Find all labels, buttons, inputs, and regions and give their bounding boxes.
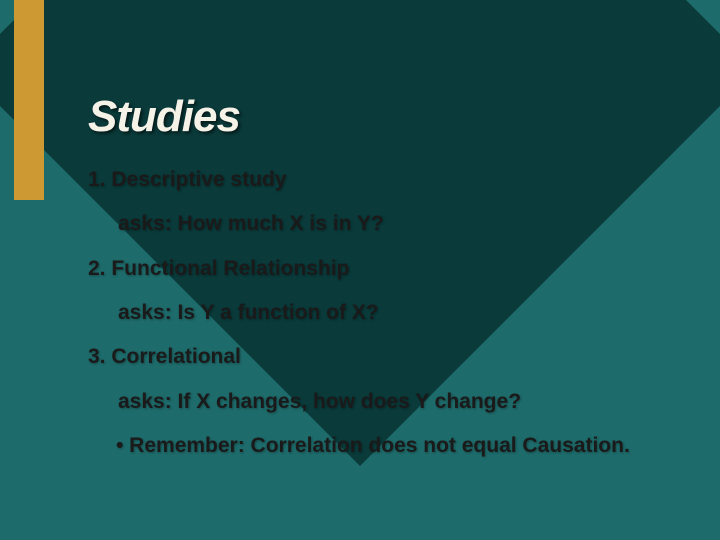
item-1-ask: asks: How much X is in Y? [88,210,720,238]
item-3-title: 3. Correlational [88,343,720,371]
item-2-ask: asks: Is Y a function of X? [88,299,720,327]
note-bullet: • Remember: Correlation does not equal C… [88,432,720,460]
item-1-title: 1. Descriptive study [88,166,720,194]
item-3-ask: asks: If X changes, how does Y change? [88,388,720,416]
slide-title: Studies [88,92,720,142]
slide: Studies 1. Descriptive study asks: How m… [0,0,720,540]
content-area: Studies 1. Descriptive study asks: How m… [0,0,720,540]
item-2-title: 2. Functional Relationship [88,255,720,283]
